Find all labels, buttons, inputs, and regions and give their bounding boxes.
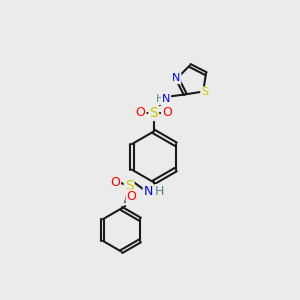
- Text: S: S: [149, 106, 158, 120]
- Text: O: O: [162, 106, 172, 119]
- Text: O: O: [136, 106, 146, 119]
- Text: S: S: [201, 87, 208, 97]
- Text: N: N: [144, 185, 153, 198]
- Text: N: N: [172, 73, 181, 83]
- Text: S: S: [125, 179, 134, 193]
- Text: H: H: [155, 185, 165, 198]
- Text: N: N: [162, 94, 170, 104]
- Text: O: O: [110, 176, 120, 189]
- Text: H: H: [156, 94, 164, 104]
- Text: O: O: [127, 190, 136, 203]
